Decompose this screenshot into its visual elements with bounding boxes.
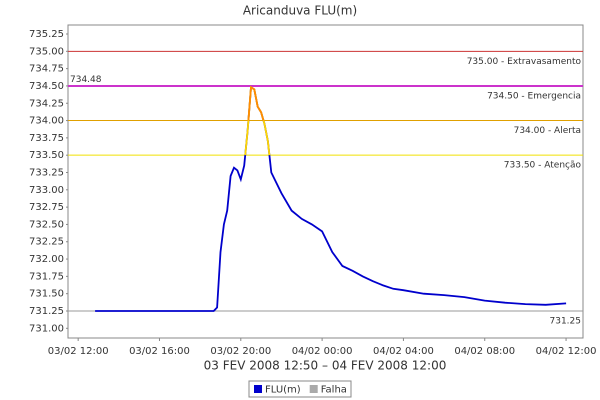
- x-tick-label: 03/02 12:00: [48, 346, 109, 357]
- annotation: 734.48: [70, 75, 102, 85]
- data-line: [95, 85, 567, 312]
- y-tick-label: 731.00: [29, 323, 64, 334]
- y-tick-label: 734.50: [29, 81, 64, 92]
- x-tick-label: 04/02 12:00: [536, 346, 597, 357]
- y-tick-label: 731.25: [29, 306, 64, 317]
- threshold-label: 731.25: [550, 316, 582, 326]
- x-tick-label: 04/02 08:00: [454, 346, 515, 357]
- y-tick-label: 735.25: [29, 29, 64, 40]
- y-tick-label: 732.00: [29, 254, 64, 265]
- y-tick-label: 733.00: [29, 185, 64, 196]
- y-tick-label: 731.50: [29, 289, 64, 300]
- y-tick-label: 733.75: [29, 133, 64, 144]
- y-tick-label: 733.25: [29, 167, 64, 178]
- x-tick-label: 03/02 20:00: [210, 346, 271, 357]
- threshold-label: 733.50 - Atenção: [504, 161, 582, 171]
- x-tick-label: 03/02 16:00: [129, 346, 190, 357]
- legend-box: [248, 380, 352, 398]
- x-tick-label: 04/02 04:00: [373, 346, 434, 357]
- plot-area: [67, 24, 584, 339]
- y-tick-label: 732.25: [29, 237, 64, 248]
- y-tick-label: 731.75: [29, 271, 64, 282]
- y-tick-label: 734.75: [29, 64, 64, 75]
- threshold-label: 734.00 - Alerta: [514, 126, 581, 136]
- legend-label: FLU(m): [265, 385, 301, 396]
- y-tick-label: 734.25: [29, 98, 64, 109]
- y-tick-label: 735.00: [29, 46, 64, 57]
- threshold-label: 735.00 - Extravasamento: [467, 57, 582, 67]
- x-axis-subtitle: 03 FEV 2008 12:50 – 04 FEV 2008 12:00: [204, 359, 447, 373]
- threshold-label: 734.50 - Emergencia: [487, 91, 581, 101]
- legend: FLU(m) Falha: [248, 380, 352, 398]
- legend-swatch: [254, 385, 262, 393]
- y-tick-label: 732.75: [29, 202, 64, 213]
- y-tick-label: 733.50: [29, 150, 64, 161]
- y-tick-label: 734.00: [29, 116, 64, 127]
- legend-swatch: [309, 385, 318, 393]
- x-tick-label: 04/02 00:00: [292, 346, 353, 357]
- y-tick-label: 732.50: [29, 219, 64, 230]
- chart-title: Aricanduva FLU(m): [243, 4, 357, 18]
- legend-label: Falha: [321, 385, 347, 396]
